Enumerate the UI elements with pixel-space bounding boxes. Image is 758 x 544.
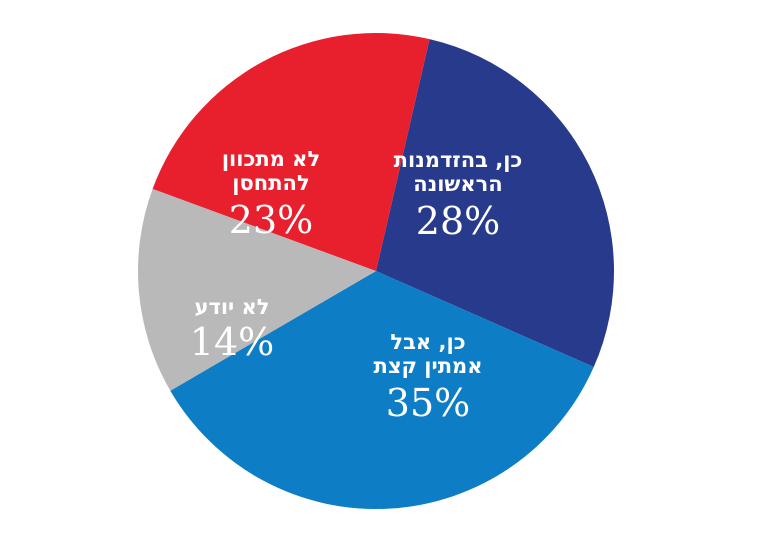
slice-label-line1: לא מתכוון xyxy=(221,147,321,172)
slice-percent: 14% xyxy=(189,320,275,365)
slice-label-dont-know: לא יודע 14% xyxy=(190,295,274,365)
slice-label-line1: כן, אבל xyxy=(390,330,466,355)
slice-label-yes-first-chance: כן, בהזדמנות הראשונה 28% xyxy=(394,148,523,244)
slice-yes-wait xyxy=(170,271,594,510)
slice-label-not-intending: לא מתכוון להתחסן 23% xyxy=(222,147,320,243)
slice-label-line1: לא יודע xyxy=(194,295,270,320)
slice-label-line2: הראשונה xyxy=(413,172,503,197)
slice-percent: 23% xyxy=(228,198,314,243)
slice-percent: 28% xyxy=(415,199,501,244)
slice-yes-first-chance xyxy=(376,39,614,368)
slice-label-line2: אמתין קצת xyxy=(373,354,483,379)
slice-label-line2: להתחסן xyxy=(232,171,310,196)
slice-label-line1: כן, בהזדמנות xyxy=(393,148,523,173)
slice-not-intending xyxy=(152,33,430,272)
slice-dont-know xyxy=(137,188,376,391)
slice-percent: 35% xyxy=(385,381,471,426)
slice-label-yes-wait: כן, אבל אמתין קצת 35% xyxy=(373,330,482,426)
